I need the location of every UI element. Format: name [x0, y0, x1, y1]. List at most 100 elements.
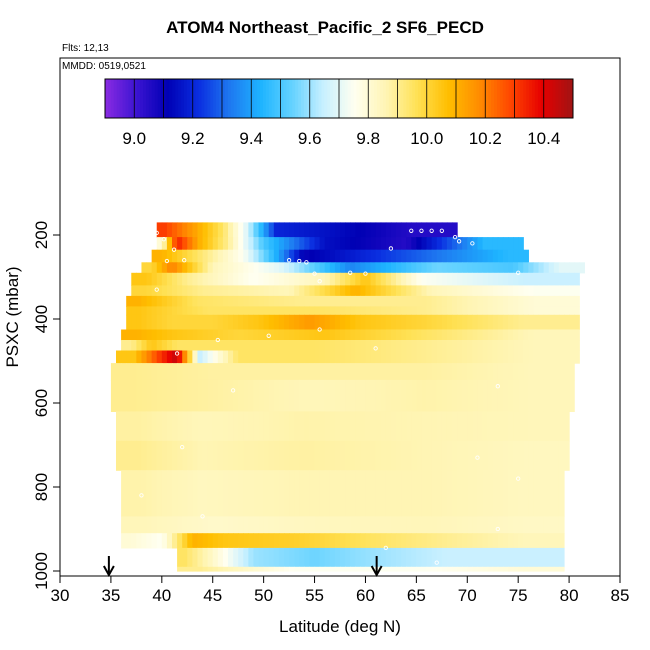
heatmap-cell — [508, 272, 514, 286]
heatmap-cell — [263, 340, 270, 352]
heatmap-cell — [324, 249, 331, 263]
heatmap-cell — [166, 340, 173, 352]
heatmap-cell — [340, 440, 346, 471]
heatmap-cell — [558, 379, 565, 412]
heatmap-cell — [151, 363, 158, 381]
heatmap-cell — [553, 350, 560, 364]
heatmap-cell — [543, 566, 550, 572]
heatmap-cell — [355, 411, 361, 442]
heatmap-cell — [497, 379, 504, 412]
heatmap-cell — [365, 340, 372, 352]
heatmap-cell — [472, 440, 479, 471]
heatmap-cell — [452, 566, 458, 572]
heatmap-cell — [441, 470, 448, 517]
heatmap-cell — [431, 249, 438, 263]
heatmap-cell — [477, 237, 484, 251]
heatmap-cell — [457, 272, 463, 286]
heatmap-cell — [375, 237, 382, 251]
heatmap-cell — [558, 350, 565, 364]
colorbar-swatch — [257, 79, 261, 118]
colorbar-swatch — [204, 79, 208, 118]
heatmap-cell — [436, 470, 443, 517]
observation-point — [200, 514, 205, 519]
heatmap-cell — [304, 440, 311, 471]
heatmap-cell — [548, 329, 555, 341]
heatmap-cell — [558, 314, 565, 331]
heatmap-cells — [110, 222, 585, 572]
heatmap-cell — [222, 547, 229, 568]
heatmap-cell — [314, 547, 321, 568]
heatmap-cell — [416, 363, 423, 381]
heatmap-cell — [497, 249, 504, 263]
heatmap-cell — [502, 350, 509, 364]
heatmap-cell — [452, 470, 458, 517]
heatmap-cell — [248, 237, 255, 251]
heatmap-cell — [365, 272, 372, 286]
colorbar-swatch — [178, 79, 182, 118]
heatmap-cell — [345, 314, 351, 331]
heatmap-cell — [375, 533, 382, 549]
heatmap-cell — [421, 379, 428, 412]
heatmap-cell — [416, 411, 423, 442]
heatmap-cell — [472, 516, 479, 534]
heatmap-cell — [548, 340, 555, 352]
colorbar-swatch — [166, 79, 170, 118]
heatmap-cell — [340, 285, 346, 297]
heatmap-cell — [482, 440, 489, 471]
heatmap-cell — [375, 262, 382, 274]
heatmap-cell — [401, 547, 407, 568]
heatmap-cell — [319, 470, 326, 517]
observation-point — [470, 241, 475, 246]
heatmap-cell — [222, 470, 229, 517]
heatmap-cell — [375, 306, 382, 316]
heatmap-cell — [212, 262, 219, 274]
heatmap-cell — [197, 516, 204, 534]
heatmap-cell — [538, 547, 545, 568]
heatmap-cell — [340, 262, 346, 274]
heatmap-cell — [467, 329, 473, 341]
heatmap-cell — [253, 314, 260, 331]
heatmap-cell — [121, 411, 127, 442]
heatmap-cell — [243, 249, 249, 263]
heatmap-cell — [569, 272, 575, 286]
heatmap-cell — [426, 329, 433, 341]
heatmap-cell — [110, 379, 117, 412]
heatmap-cell — [431, 306, 438, 316]
heatmap-cell — [406, 516, 412, 534]
heatmap-cell — [558, 329, 565, 341]
heatmap-cell — [294, 340, 300, 352]
heatmap-cell — [467, 470, 473, 517]
heatmap-cell — [462, 314, 468, 331]
heatmap-cell — [355, 533, 361, 549]
heatmap-cell — [177, 314, 183, 331]
heatmap-cell — [233, 379, 239, 412]
heatmap-cell — [518, 329, 524, 341]
heatmap-cell — [401, 262, 407, 274]
heatmap-cell — [207, 262, 214, 274]
heatmap-cell — [253, 440, 260, 471]
heatmap-cell — [202, 262, 209, 274]
heatmap-cell — [380, 379, 387, 412]
heatmap-cell — [228, 440, 234, 471]
heatmap-cell — [380, 295, 387, 307]
heatmap-cell — [446, 295, 453, 307]
heatmap-cell — [401, 516, 407, 534]
heatmap-cell — [212, 272, 219, 286]
heatmap-cell — [523, 379, 529, 412]
heatmap-cell — [243, 516, 249, 534]
heatmap-cell — [156, 379, 163, 412]
heatmap-cell — [156, 306, 163, 316]
heatmap-cell — [502, 329, 509, 341]
heatmap-cell — [197, 440, 204, 471]
heatmap-cell — [375, 329, 382, 341]
heatmap-cell — [294, 329, 300, 341]
colorbar-swatch — [230, 79, 235, 118]
heatmap-cell — [146, 329, 153, 341]
colorbar-swatch — [543, 79, 548, 118]
heatmap-cell — [253, 237, 260, 251]
heatmap-cell — [365, 314, 372, 331]
heatmap-cell — [202, 314, 209, 331]
colorbar-swatch — [491, 79, 495, 118]
heatmap-cell — [370, 440, 377, 471]
heatmap-cell — [487, 350, 494, 364]
